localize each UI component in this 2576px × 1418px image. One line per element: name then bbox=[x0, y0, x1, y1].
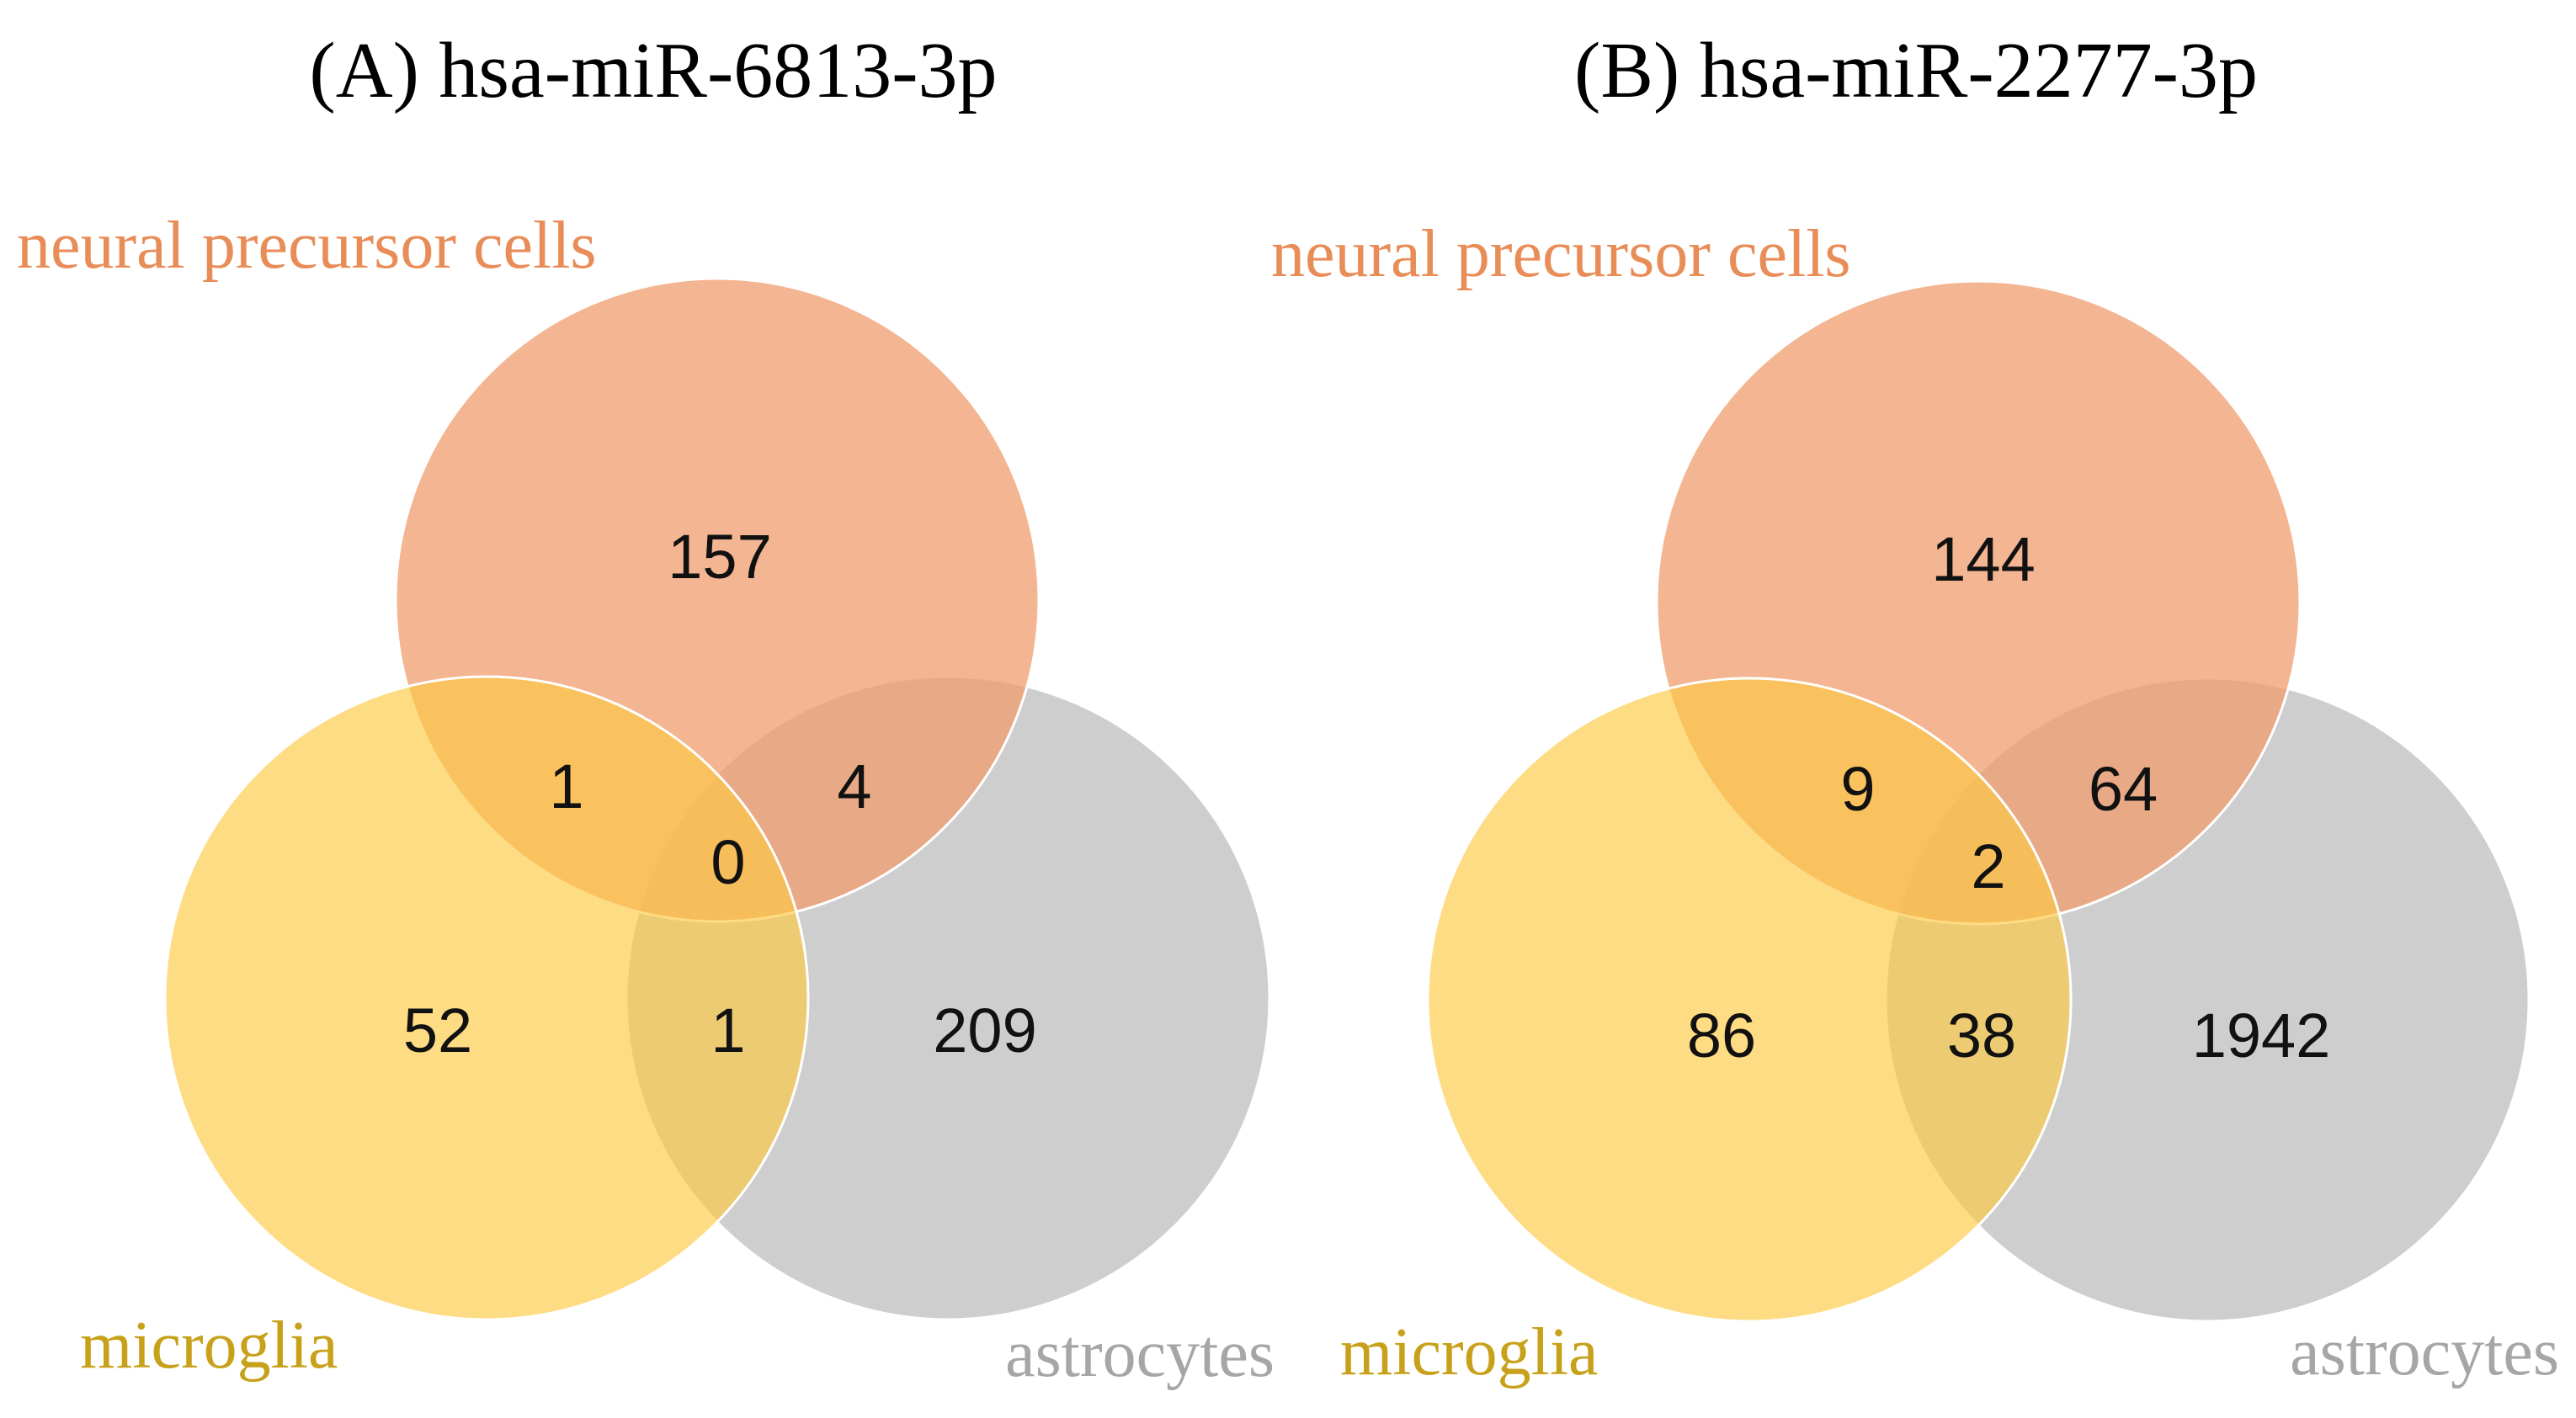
panel-a-microglia-circle bbox=[163, 675, 810, 1321]
panel-b-title: (B) hsa-miR-2277-3p bbox=[1574, 27, 2258, 114]
panel-b-microglia-circle bbox=[1426, 677, 2073, 1323]
panel-a: (A) hsa-miR-6813-3p neural precursor cel… bbox=[17, 27, 1275, 1391]
panel-a-astrocytes-label: astrocytes bbox=[1005, 1317, 1275, 1391]
panel-b-count-microglia-astrocytes: 38 bbox=[1947, 1001, 2016, 1070]
panel-b: (B) hsa-miR-2277-3p neural precursor cel… bbox=[1271, 27, 2559, 1389]
panel-b-count-astrocytes-only: 1942 bbox=[2192, 1001, 2331, 1070]
panel-a-microglia-label: microglia bbox=[80, 1309, 338, 1383]
panel-a-count-neural-astrocytes: 4 bbox=[837, 751, 871, 821]
panel-a-count-astrocytes-only: 209 bbox=[933, 996, 1036, 1065]
panel-a-neural-precursor-label: neural precursor cells bbox=[17, 209, 597, 283]
panel-a-count-neural-microglia: 1 bbox=[549, 751, 583, 821]
panel-b-astrocytes-label: astrocytes bbox=[2290, 1315, 2559, 1389]
panel-b-count-microglia-only: 86 bbox=[1687, 1001, 1756, 1070]
panel-b-count-neural-astrocytes: 64 bbox=[2089, 754, 2158, 824]
panel-a-count-microglia-astrocytes: 1 bbox=[711, 996, 745, 1065]
panel-a-count-neural-only: 157 bbox=[668, 522, 771, 592]
panel-a-count-microglia-only: 52 bbox=[403, 996, 472, 1065]
panel-b-microglia-label: microglia bbox=[1340, 1315, 1599, 1389]
panel-b-count-neural-only: 144 bbox=[1931, 524, 2035, 594]
panel-b-neural-precursor-label: neural precursor cells bbox=[1271, 217, 1851, 291]
panel-b-count-all-three: 2 bbox=[1971, 831, 2005, 901]
panel-b-count-neural-microglia: 9 bbox=[1840, 754, 1875, 824]
panel-a-title: (A) hsa-miR-6813-3p bbox=[309, 27, 997, 114]
panel-a-count-all-three: 0 bbox=[711, 827, 745, 897]
